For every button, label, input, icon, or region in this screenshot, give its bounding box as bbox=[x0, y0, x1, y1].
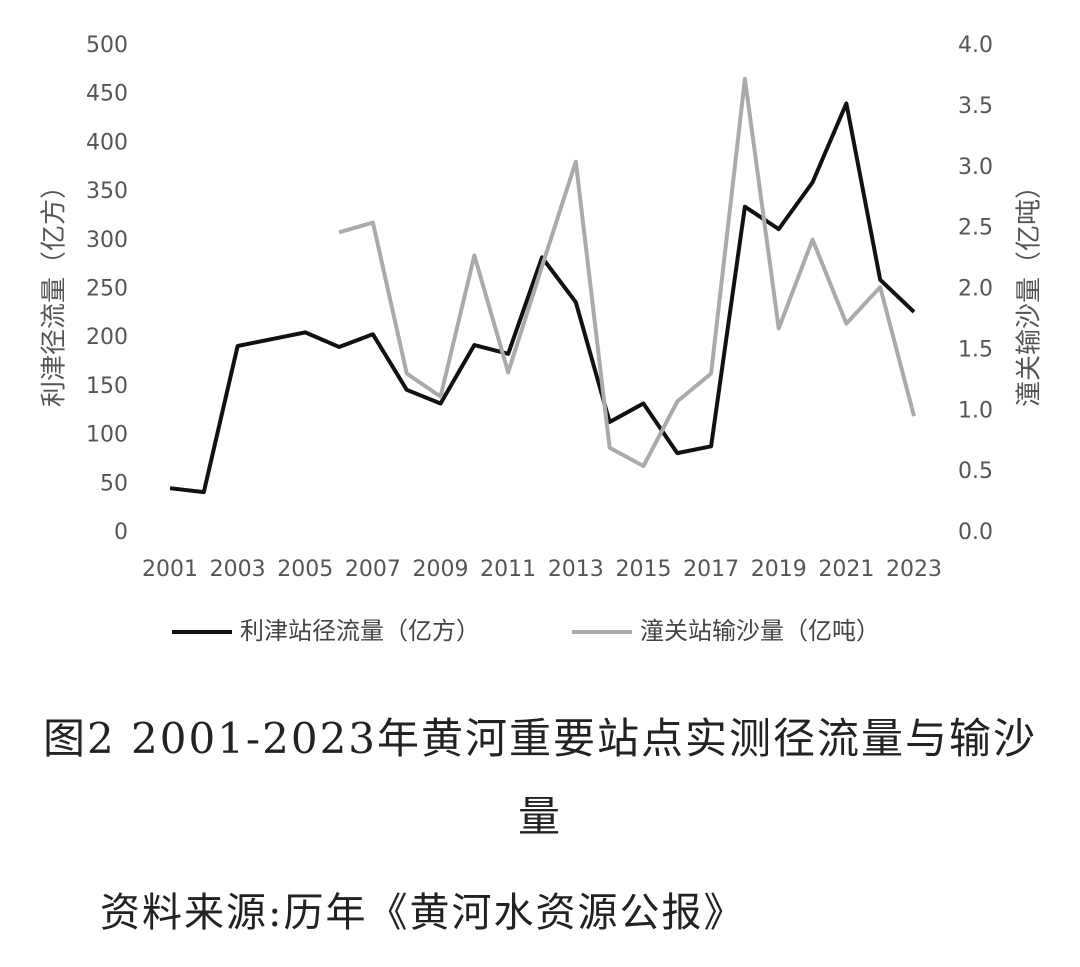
y-tick-label: 450 bbox=[86, 82, 128, 107]
y-tick-label: 250 bbox=[86, 277, 128, 302]
y-tick-label: 150 bbox=[86, 374, 128, 399]
y2-tick-label: 4.0 bbox=[958, 33, 993, 58]
x-tick-label: 2019 bbox=[751, 557, 807, 582]
y2-tick-label: 2.5 bbox=[958, 216, 993, 241]
y-tick-label: 100 bbox=[86, 423, 128, 448]
legend-label: 利津站径流量（亿方） bbox=[240, 617, 480, 645]
x-tick-label: 2023 bbox=[886, 557, 942, 582]
y-tick-label: 200 bbox=[86, 325, 128, 350]
y2-tick-label: 1.5 bbox=[958, 337, 993, 362]
y2-axis-title: 潼关输沙量（亿吨） bbox=[1015, 173, 1045, 407]
y2-tick-label: 3.0 bbox=[958, 155, 993, 180]
legend-label: 潼关站输沙量（亿吨） bbox=[640, 617, 880, 645]
x-tick-label: 2015 bbox=[615, 557, 671, 582]
y-tick-label: 400 bbox=[86, 130, 128, 155]
x-tick-label: 2001 bbox=[142, 557, 198, 582]
y2-tick-label: 0.5 bbox=[958, 459, 993, 484]
y-tick-label: 500 bbox=[86, 33, 128, 58]
y-tick-label: 50 bbox=[100, 471, 128, 496]
chart: 利津径流量（亿方） 潼关输沙量（亿吨） 0 50 100 150 200 250 300 35… bbox=[40, 33, 1045, 645]
y-tick-label: 350 bbox=[86, 179, 128, 204]
x-tick-label: 2011 bbox=[480, 557, 536, 582]
y-axis-title: 利津径流量（亿方） bbox=[40, 173, 70, 407]
x-tick-label: 2017 bbox=[683, 557, 739, 582]
series-line bbox=[169, 101, 916, 495]
x-tick-label: 2005 bbox=[277, 557, 333, 582]
y2-tick-label: 1.0 bbox=[958, 398, 993, 423]
x-tick-label: 2003 bbox=[210, 557, 266, 582]
series-line bbox=[338, 76, 916, 469]
caption: 图2 2001-2023年黄河重要站点实测径流量与输沙量 bbox=[42, 714, 1038, 841]
x-tick-label: 2009 bbox=[413, 557, 469, 582]
y2-tick-label: 3.5 bbox=[958, 94, 993, 119]
x-tick-label: 2021 bbox=[818, 557, 874, 582]
y-tick-label: 0 bbox=[114, 520, 128, 545]
y-tick-label: 300 bbox=[86, 228, 128, 253]
x-tick-label: 2007 bbox=[345, 557, 401, 582]
y2-tick-label: 2.0 bbox=[958, 277, 993, 302]
y2-tick-label: 0.0 bbox=[958, 520, 993, 545]
source: 资料来源:历年《黄河水资源公报》 bbox=[100, 890, 746, 936]
x-tick-label: 2013 bbox=[548, 557, 604, 582]
